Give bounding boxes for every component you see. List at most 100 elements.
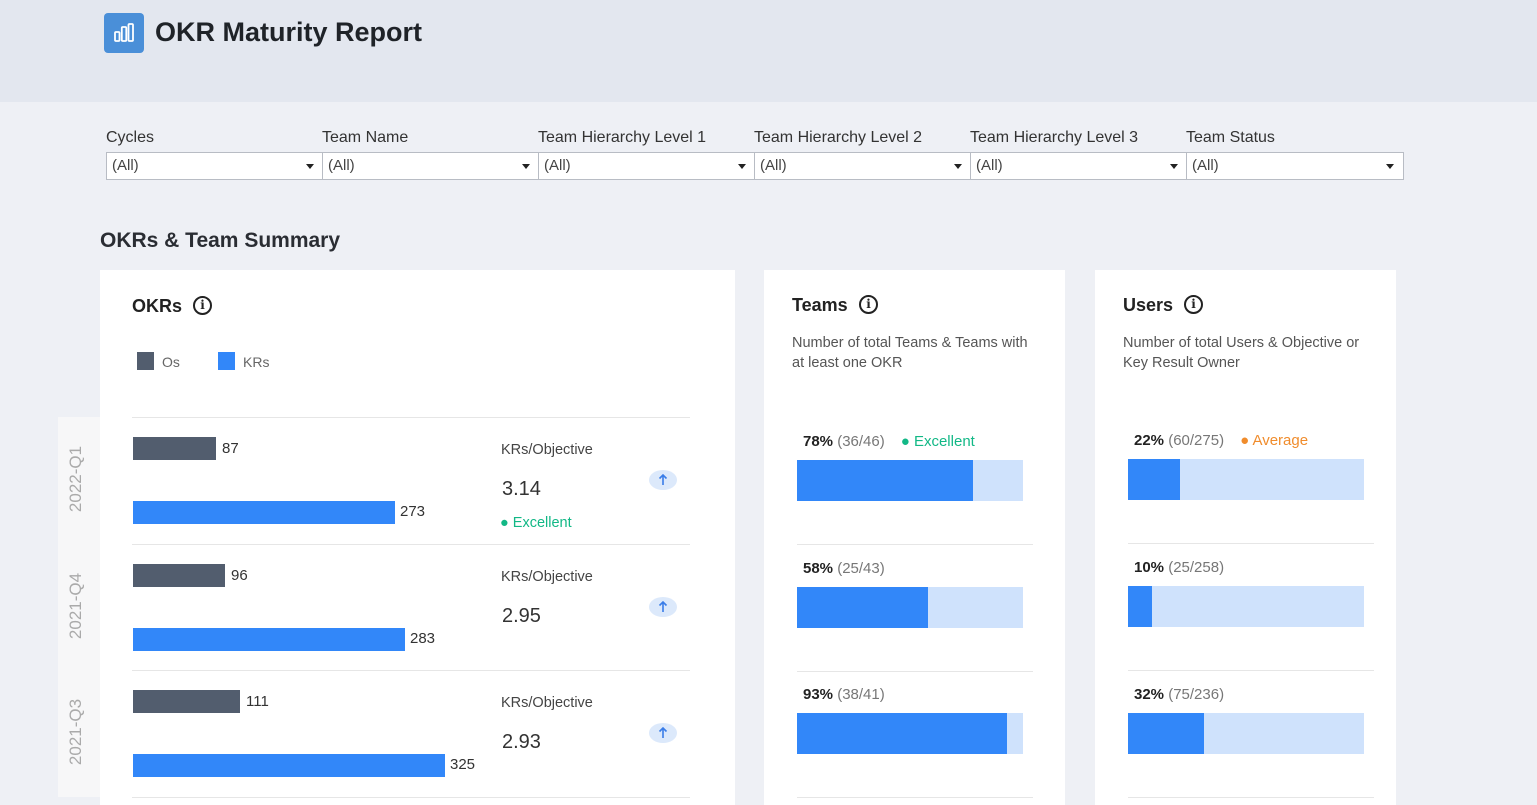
quarter-band — [58, 544, 100, 671]
card-divider — [1128, 543, 1374, 544]
team-hierarchy-level-3-select[interactable]: (All) — [970, 152, 1188, 180]
progress-fill — [797, 713, 1007, 754]
fraction-value: (25/258) — [1164, 559, 1225, 576]
arrow-up-icon[interactable] — [649, 470, 677, 490]
progress-label: 10% (25/258) — [1134, 559, 1224, 576]
legend-label-krs: KRs — [243, 354, 270, 370]
info-icon[interactable]: i — [859, 295, 878, 314]
krs-bar-value: 273 — [400, 503, 426, 520]
ratio-label: KRs/Objective — [501, 442, 593, 458]
progress-label: 93% (38/41) — [803, 686, 885, 703]
fraction-value: (38/41) — [833, 686, 885, 703]
card-divider — [1128, 670, 1374, 671]
percent-value: 78% — [803, 433, 834, 450]
card-divider — [1128, 797, 1374, 798]
caret-down-icon — [738, 164, 746, 169]
progress-track — [797, 460, 1023, 501]
progress-label: 78% (36/46) ● Excellent — [803, 433, 975, 450]
progress-track — [1128, 459, 1364, 500]
legend-swatch-os — [137, 352, 154, 370]
ratio-value: 3.14 — [502, 478, 541, 500]
percent-value: 10% — [1134, 559, 1165, 576]
os-bar — [133, 690, 240, 713]
info-icon[interactable]: i — [193, 296, 212, 315]
progress-fill — [797, 460, 973, 501]
info-icon[interactable]: i — [1184, 295, 1203, 314]
os-bar-value: 111 — [246, 693, 269, 710]
progress-track — [797, 713, 1023, 754]
okrs-card-title: OKRs — [132, 296, 183, 316]
team-hierarchy-level-2-select[interactable]: (All) — [754, 152, 972, 180]
select-value: (All) — [1192, 157, 1219, 174]
filter-team-status: Team Status (All) — [1186, 129, 1404, 180]
select-value: (All) — [328, 157, 355, 174]
filter-label: Team Status — [1186, 129, 1275, 146]
progress-fill — [1128, 459, 1180, 500]
cycles-select[interactable]: (All) — [106, 152, 324, 180]
users-card-description: Number of total Users & Objective or Key… — [1123, 335, 1360, 371]
filter-cycles: Cycles (All) — [106, 129, 324, 180]
ratio-value: 2.93 — [502, 731, 541, 753]
filter-team-name: Team Name (All) — [322, 129, 540, 180]
row-divider — [132, 544, 690, 545]
team-name-select[interactable]: (All) — [322, 152, 540, 180]
select-value: (All) — [544, 157, 571, 174]
percent-value: 93% — [803, 686, 834, 703]
select-value: (All) — [976, 157, 1003, 174]
progress-track — [1128, 713, 1364, 754]
arrow-up-icon[interactable] — [649, 597, 677, 617]
percent-value: 22% — [1134, 432, 1165, 449]
card-divider — [797, 671, 1033, 672]
arrow-up-icon[interactable] — [649, 723, 677, 743]
okrs-card — [100, 270, 735, 805]
caret-down-icon — [954, 164, 962, 169]
filter-team-hierarchy-level-3: Team Hierarchy Level 3 (All) — [970, 129, 1188, 180]
caret-down-icon — [306, 164, 314, 169]
caret-down-icon — [522, 164, 530, 169]
fraction-value: (75/236) — [1164, 686, 1225, 703]
krs-bar — [133, 628, 405, 651]
status-badge: ● Excellent — [500, 515, 572, 531]
percent-value: 32% — [1134, 686, 1165, 703]
filter-label: Team Name — [322, 129, 409, 146]
krs-bar-value: 325 — [450, 756, 476, 773]
card-divider — [797, 797, 1033, 798]
krs-bar — [133, 501, 395, 524]
progress-fill — [1128, 713, 1204, 754]
progress-label: 32% (75/236) — [1134, 686, 1224, 703]
ratio-label: KRs/Objective — [501, 569, 593, 585]
team-status-select[interactable]: (All) — [1186, 152, 1404, 180]
quarter-band — [58, 417, 100, 544]
progress-label: 58% (25/43) — [803, 560, 885, 577]
fraction-value: (36/46) — [833, 433, 885, 450]
teams-card-description: Number of total Teams & Teams with at le… — [792, 335, 1028, 371]
filter-label: Cycles — [106, 129, 155, 146]
filter-label: Team Hierarchy Level 3 — [970, 129, 1139, 146]
caret-down-icon — [1170, 164, 1178, 169]
progress-track — [797, 587, 1023, 628]
quarter-label: 2021-Q4 — [66, 572, 85, 640]
page-header: OKR Maturity Report — [0, 0, 1537, 102]
fraction-value: (60/275) — [1164, 432, 1225, 449]
os-bar-value: 96 — [231, 567, 248, 584]
teams-card-title: Teams — [792, 295, 848, 315]
section-title: OKRs & Team Summary — [100, 229, 341, 252]
os-bar — [133, 564, 225, 587]
os-bar-value: 87 — [222, 440, 239, 457]
krs-bar — [133, 754, 445, 777]
progress-fill — [797, 587, 928, 628]
percent-value: 58% — [803, 560, 834, 577]
ratio-value: 2.95 — [502, 605, 541, 627]
team-hierarchy-level-1-select[interactable]: (All) — [538, 152, 756, 180]
filter-label: Team Hierarchy Level 1 — [538, 129, 707, 146]
krs-bar-value: 283 — [410, 630, 436, 647]
progress-track — [1128, 586, 1364, 627]
os-bar — [133, 437, 216, 460]
select-value: (All) — [112, 157, 139, 174]
filter-team-hierarchy-level-1: Team Hierarchy Level 1 (All) — [538, 129, 756, 180]
quarter-band — [58, 670, 100, 797]
row-divider — [132, 670, 690, 671]
ratio-label: KRs/Objective — [501, 695, 593, 711]
quarter-label: 2021-Q3 — [66, 698, 85, 766]
quarter-label: 2022-Q1 — [66, 445, 85, 513]
